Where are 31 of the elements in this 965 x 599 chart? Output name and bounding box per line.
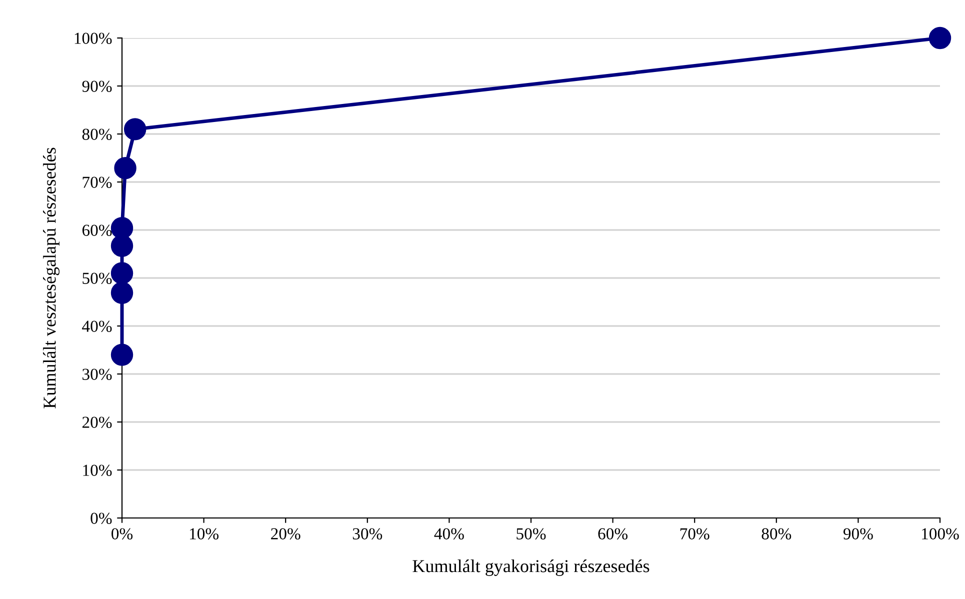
y-tick-label: 80% — [82, 128, 112, 140]
x-axis-title: Kumulált gyakorisági részesedés — [412, 560, 650, 576]
x-tick-label: 0% — [112, 528, 133, 540]
x-tick-label: 30% — [352, 528, 382, 540]
point — [124, 118, 146, 140]
x-tick-label: 90% — [843, 528, 873, 540]
y-tick-label: 40% — [82, 320, 112, 332]
point — [114, 156, 136, 180]
x-tick-label: 60% — [598, 528, 628, 540]
y-tick-label: 50% — [82, 272, 112, 284]
point — [110, 282, 134, 304]
point — [928, 26, 952, 50]
x-tick-label: 20% — [271, 528, 300, 540]
y-axis-title: Kumulált veszteségalapú részesedés — [43, 148, 60, 408]
y-tick-label: 60% — [82, 224, 112, 236]
x-tick-label: 50% — [516, 528, 546, 540]
y-tick-label: 30% — [82, 368, 112, 380]
y-tick-label: 90% — [82, 80, 112, 92]
y-tick-label: 0% — [90, 512, 112, 524]
y-tick-label: 70% — [82, 176, 112, 188]
x-tick-label: 100% — [922, 528, 959, 540]
y-tick-label: 20% — [82, 416, 112, 428]
x-tick-label: 40% — [434, 528, 464, 540]
y-tick-label: 100% — [74, 32, 112, 44]
x-tick-label: 70% — [680, 528, 710, 540]
point — [110, 262, 134, 284]
point — [110, 344, 134, 366]
x-tick-label: 10% — [190, 528, 219, 540]
x-tick-label: 80% — [762, 528, 792, 540]
point — [110, 234, 134, 257]
y-tick-label: 10% — [83, 464, 112, 476]
